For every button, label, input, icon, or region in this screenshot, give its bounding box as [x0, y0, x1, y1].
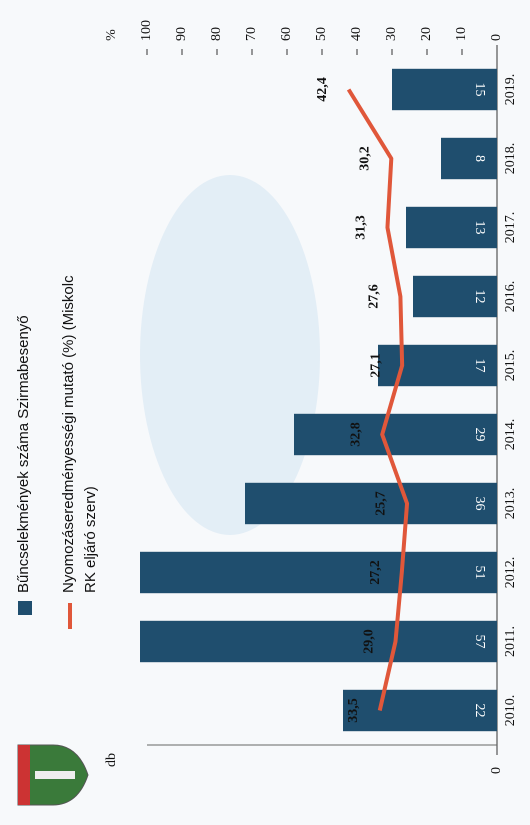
y2-tick-label: 0	[489, 34, 504, 41]
y2-tick-label: 40	[349, 27, 364, 41]
x-tick-label: 2014.	[503, 419, 518, 451]
line-value-label: 27,2	[368, 560, 383, 585]
y-tick-label: 0	[489, 767, 504, 774]
legend-swatch-bars	[18, 601, 32, 615]
line-value-label: 42,4	[315, 77, 330, 102]
bar-value-label: 13	[472, 221, 487, 235]
x-tick-label: 2017.	[503, 212, 518, 244]
chart-frame: Bűncselekmények száma Szirmabesenyő Nyom…	[15, 20, 518, 806]
bar-value-label: 15	[472, 83, 487, 97]
y2-tick-label: 90	[174, 27, 189, 41]
bar-value-label: 36	[472, 497, 487, 511]
bar	[378, 344, 497, 387]
y2-tick-label: 30	[384, 27, 399, 41]
y2-tick-label: 50	[314, 27, 329, 41]
y2-tick-label: 100	[139, 20, 154, 41]
y2-tick-label: 80	[209, 27, 224, 41]
bar-value-label: 12	[472, 290, 487, 304]
y2-tick-label: 70	[244, 27, 259, 41]
coat-of-arms-logo	[17, 744, 89, 806]
x-tick-label: 2019.	[503, 74, 518, 106]
legend-item: Bűncselekmények száma Szirmabesenyő	[15, 315, 32, 593]
bar	[140, 551, 497, 594]
bar	[294, 413, 497, 456]
line-value-label: 31,3	[354, 215, 369, 240]
bar-value-label: 51	[472, 566, 487, 580]
y2-tick-label: 10	[454, 27, 469, 41]
bar	[413, 275, 497, 318]
legend-item: Nyomozáseredményességi mutató (%) (Misko…	[60, 275, 99, 593]
line-value-label: 29,0	[362, 629, 377, 654]
x-tick-label: 2011.	[503, 626, 518, 657]
bar-value-label: 29	[472, 428, 487, 442]
y2-tick-label: 60	[279, 27, 294, 41]
bar-value-label: 22	[472, 704, 487, 718]
x-tick-label: 2010.	[503, 695, 518, 727]
bar-value-label: 57	[472, 635, 487, 649]
legend-label: Nyomozáseredményességi mutató (%) (Misko…	[60, 275, 99, 593]
bar	[140, 620, 497, 663]
line-value-label: 33,5	[346, 698, 361, 723]
line-value-label: 27,1	[368, 353, 383, 378]
bar	[392, 68, 497, 111]
y2-tick-label: 20	[419, 27, 434, 41]
line-value-label: 27,6	[367, 284, 382, 309]
bar	[406, 206, 497, 249]
x-tick-label: 2015.	[503, 350, 518, 382]
bar-value-label: 8	[472, 155, 487, 162]
faded-background-photo	[140, 175, 320, 535]
line-value-label: 25,7	[373, 491, 388, 516]
x-tick-label: 2018.	[503, 143, 518, 175]
y2-axis-label: %	[104, 29, 119, 41]
x-tick-label: 2012.	[503, 557, 518, 589]
y-axis-label: db	[104, 753, 119, 767]
bar	[245, 482, 497, 525]
bar-value-label: 17	[472, 359, 487, 373]
line-value-label: 32,8	[348, 422, 363, 447]
line-series	[346, 88, 410, 711]
line-value-label: 30,2	[358, 146, 373, 171]
legend-label: Bűncselekmények száma Szirmabesenyő	[15, 315, 32, 593]
x-tick-label: 2016.	[503, 281, 518, 313]
x-tick-label: 2013.	[503, 488, 518, 520]
bar	[441, 137, 497, 180]
